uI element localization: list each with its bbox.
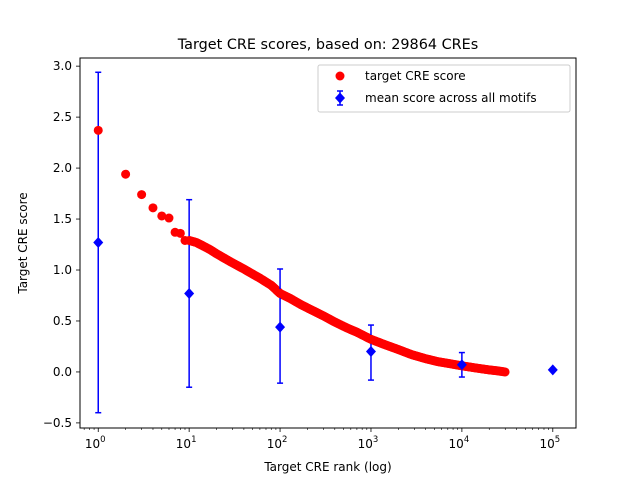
target-score-point-2 bbox=[137, 190, 147, 200]
target-score-point-36 bbox=[470, 363, 480, 373]
legend-label-target-score: target CRE score bbox=[365, 69, 466, 83]
mean-score-point-5 bbox=[547, 364, 558, 376]
y-tick-label-4: 1.5 bbox=[53, 212, 72, 226]
target-score-point-31 bbox=[407, 350, 417, 360]
mean-score-point-0 bbox=[93, 236, 104, 248]
target-score-point-27 bbox=[352, 327, 362, 337]
target-score-point-5 bbox=[164, 213, 174, 223]
mean-score-point-4 bbox=[456, 359, 467, 371]
target-score-point-25 bbox=[330, 317, 340, 327]
x-tick-label-0: 100 bbox=[85, 435, 106, 451]
y-tick-label-3: 1.0 bbox=[53, 263, 72, 277]
y-axis: −0.5 0.0 0.5 1.0 1.5 2.0 2.5 3.0 bbox=[43, 59, 80, 430]
target-score-point-37 bbox=[484, 365, 494, 375]
target-score-point-38 bbox=[493, 366, 503, 376]
target-score-point-28 bbox=[366, 334, 376, 344]
target-score-point-23 bbox=[306, 305, 316, 315]
target-score-point-34 bbox=[446, 359, 456, 369]
legend-marker-mean-score bbox=[335, 92, 345, 104]
x-tick-label-5: 105 bbox=[539, 435, 560, 451]
x-tick-label-2: 102 bbox=[267, 435, 288, 451]
x-tick-label-4: 104 bbox=[449, 435, 470, 451]
y-tick-label-0: −0.5 bbox=[43, 416, 72, 430]
target-score-point-29 bbox=[379, 339, 389, 349]
target-score-point-30 bbox=[393, 345, 403, 355]
target-score-point-39 bbox=[500, 367, 510, 377]
legend-marker-target-score bbox=[335, 71, 345, 81]
target-score-point-4 bbox=[157, 211, 167, 221]
x-tick-label-1: 101 bbox=[176, 435, 197, 451]
chart-title: Target CRE scores, based on: 29864 CREs bbox=[177, 37, 478, 53]
x-tick-label-3: 103 bbox=[358, 435, 379, 451]
target-score-point-0 bbox=[93, 125, 103, 135]
target-score-point-1 bbox=[121, 169, 131, 179]
series-marks bbox=[93, 125, 558, 377]
target-score-point-16 bbox=[239, 264, 249, 274]
y-tick-label-1: 0.0 bbox=[53, 365, 72, 379]
y-tick-label-5: 2.0 bbox=[53, 161, 72, 175]
target-score-point-12 bbox=[205, 245, 215, 255]
legend: target CRE score mean score across all m… bbox=[317, 64, 571, 113]
target-score-point-33 bbox=[433, 357, 443, 367]
target-score-point-20 bbox=[275, 288, 285, 298]
x-axis-label: Target CRE rank (log) bbox=[263, 460, 391, 474]
target-score-point-26 bbox=[342, 323, 352, 333]
mean-score-point-3 bbox=[365, 346, 376, 358]
target-score-point-19 bbox=[266, 280, 276, 290]
target-score-point-9 bbox=[184, 235, 194, 245]
y-tick-label-7: 3.0 bbox=[53, 59, 72, 73]
target-score-point-13 bbox=[212, 249, 222, 259]
y-axis-label: Target CRE score bbox=[16, 192, 30, 294]
target-score-point-7 bbox=[175, 228, 185, 238]
mean-score-point-2 bbox=[275, 321, 286, 333]
target-score-point-17 bbox=[248, 269, 258, 279]
target-score-point-11 bbox=[197, 241, 207, 251]
plot-frame bbox=[79, 57, 577, 429]
target-score-point-21 bbox=[285, 294, 295, 304]
target-score-point-22 bbox=[296, 300, 306, 310]
legend-box bbox=[317, 64, 571, 113]
legend-label-mean-score: mean score across all motifs bbox=[365, 91, 537, 105]
target-score-point-24 bbox=[318, 311, 328, 321]
y-tick-label-6: 2.5 bbox=[53, 110, 72, 124]
x-axis: 100 101 102 103 104 105 bbox=[83, 428, 560, 451]
target-score-point-18 bbox=[255, 273, 265, 283]
target-score-point-14 bbox=[220, 254, 230, 264]
target-score-point-32 bbox=[421, 354, 431, 364]
target-score-point-3 bbox=[148, 203, 158, 213]
mean-score-point-1 bbox=[184, 287, 195, 299]
y-tick-label-2: 0.5 bbox=[53, 314, 72, 328]
target-score-point-15 bbox=[228, 258, 238, 268]
